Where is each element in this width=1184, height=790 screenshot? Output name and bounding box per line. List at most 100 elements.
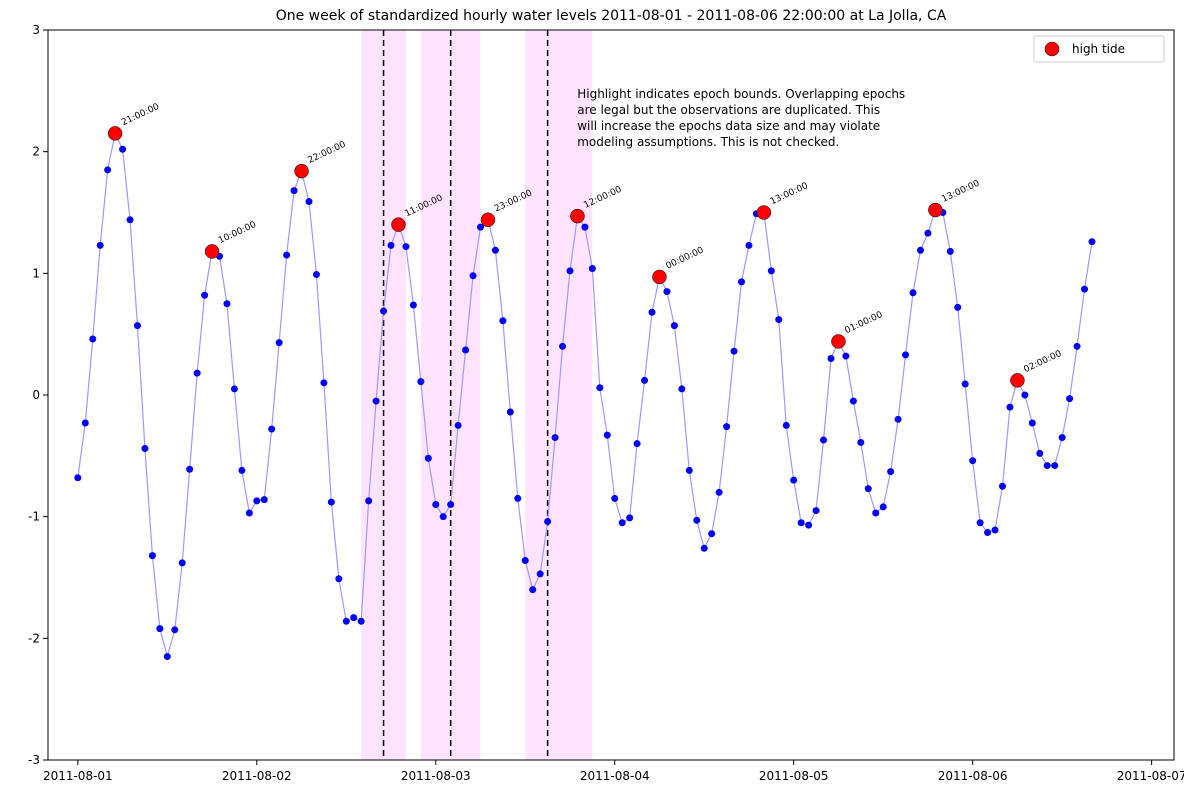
data-point [865,485,872,492]
data-point [902,351,909,358]
data-point [164,653,171,660]
data-point [1081,286,1088,293]
data-point [358,618,365,625]
data-point [954,304,961,311]
data-point [581,224,588,231]
data-point [924,230,931,237]
data-point [880,503,887,510]
data-point [74,474,81,481]
high-tide-marker [391,218,405,232]
data-point [141,445,148,452]
data-point [738,278,745,285]
high-tide-marker [570,209,584,223]
data-point [992,527,999,534]
data-point [507,409,514,416]
data-point [999,483,1006,490]
data-point [253,497,260,504]
data-point [171,626,178,633]
data-point [89,336,96,343]
data-point [619,519,626,526]
info-text-line: are legal but the observations are dupli… [577,103,880,117]
legend-marker [1045,42,1059,56]
high-tide-label: 13:00:00 [940,179,981,205]
info-text-line: Highlight indicates epoch bounds. Overla… [577,87,905,101]
data-point [663,288,670,295]
data-point [499,317,506,324]
data-point [529,586,536,593]
high-tide-label: 01:00:00 [843,310,884,336]
data-point [566,267,573,274]
data-point [276,339,283,346]
data-point [596,384,603,391]
x-tick-label: 2011-08-02 [222,769,292,783]
data-point [246,510,253,517]
data-point [723,423,730,430]
data-point [790,477,797,484]
data-point [343,618,350,625]
high-tide-label: 13:00:00 [769,181,810,207]
data-point [328,499,335,506]
high-tide-marker [928,203,942,217]
data-point [969,457,976,464]
data-point [693,517,700,524]
data-point [604,432,611,439]
data-point [716,489,723,496]
data-point [820,437,827,444]
data-point [320,379,327,386]
y-tick-label: 0 [32,388,40,402]
data-point [470,272,477,279]
data-point [425,455,432,462]
data-point [186,466,193,473]
y-tick-label: 1 [32,266,40,280]
data-point [611,495,618,502]
x-tick-label: 2011-08-01 [43,769,113,783]
data-point [410,301,417,308]
data-point [671,322,678,329]
data-point [701,545,708,552]
data-point [872,510,879,517]
high-tide-label: 02:00:00 [1022,349,1063,375]
data-point [447,501,454,508]
data-point [977,519,984,526]
high-tide-label: 00:00:00 [665,245,706,271]
data-point [775,316,782,323]
high-tide-label: 22:00:00 [307,140,348,166]
data-point [440,513,447,520]
high-tide-label: 10:00:00 [217,220,258,246]
chart-title: One week of standardized hourly water le… [276,8,947,24]
data-point [283,252,290,259]
data-point [1059,434,1066,441]
data-point [634,440,641,447]
data-point [514,495,521,502]
data-point [1036,450,1043,457]
y-tick-label: -2 [28,631,40,645]
data-point [350,614,357,621]
data-point [813,507,820,514]
data-point [201,292,208,299]
data-point [179,559,186,566]
y-tick-label: 2 [32,145,40,159]
high-tide-marker [757,206,771,220]
data-point [417,378,424,385]
data-point [365,497,372,504]
data-point [1074,343,1081,350]
data-point [917,247,924,254]
data-point [238,467,245,474]
data-point [805,522,812,529]
data-point [194,370,201,377]
high-tide-label: 21:00:00 [120,102,161,128]
high-tide-marker [831,334,845,348]
x-tick-label: 2011-08-04 [580,769,650,783]
data-point [373,398,380,405]
y-tick-label: -1 [28,510,40,524]
data-point [127,216,134,223]
y-tick-label: -3 [28,753,40,767]
data-point [768,267,775,274]
data-point [895,416,902,423]
data-point [857,439,864,446]
high-tide-marker [108,126,122,140]
data-point [708,530,715,537]
high-tide-marker [205,244,219,258]
y-tick-label: 3 [32,23,40,37]
data-point [537,570,544,577]
